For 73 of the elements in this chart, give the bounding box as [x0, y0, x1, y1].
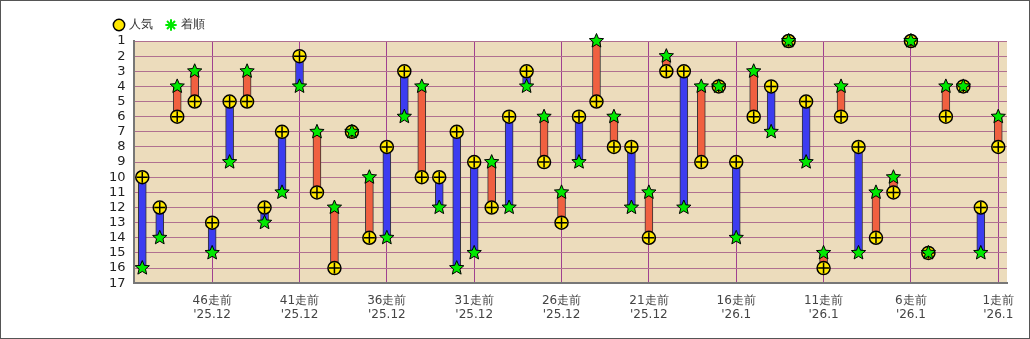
- point: [553, 184, 570, 199]
- y-tick-label: 5: [117, 92, 126, 108]
- point: [466, 244, 482, 260]
- point: [449, 260, 465, 275]
- point: [221, 154, 238, 169]
- y-tick-label: 3: [117, 62, 126, 78]
- point: [134, 260, 150, 275]
- x-tick-label: 6走前 '26.1: [895, 292, 927, 321]
- point: [833, 78, 849, 93]
- point: [885, 169, 902, 184]
- point: [256, 214, 273, 230]
- y-tick-label: 10: [109, 168, 126, 184]
- y-tick-label: 12: [109, 198, 126, 214]
- point: [973, 244, 989, 260]
- point: [641, 184, 657, 199]
- x-tick-label: 31走前 '25.12: [454, 292, 494, 321]
- point: [501, 199, 517, 215]
- point: [326, 199, 343, 215]
- point: [676, 199, 692, 215]
- point: [414, 78, 430, 93]
- point: [850, 244, 867, 260]
- y-tick-label: 16: [109, 259, 126, 275]
- x-tick-label: 1走前 '26.1: [982, 292, 1015, 321]
- x-tick-label: 46走前 '25.12: [192, 292, 232, 321]
- y-tick-label: 13: [109, 214, 126, 230]
- point: [658, 48, 674, 63]
- point: [274, 184, 290, 199]
- point: [588, 33, 605, 48]
- y-tick-label: 17: [109, 274, 126, 290]
- point: [187, 63, 203, 78]
- point: [623, 199, 640, 215]
- point: [536, 108, 552, 124]
- x-tick-label: 16走前 '26.1: [716, 292, 756, 321]
- legend-label: 着順: [181, 17, 205, 32]
- point: [693, 78, 709, 93]
- point: [396, 108, 412, 124]
- y-tick-label: 14: [109, 229, 126, 245]
- point: [204, 244, 220, 260]
- point: [169, 78, 185, 93]
- point: [239, 63, 255, 78]
- y-tick-label: 1: [117, 32, 126, 48]
- x-tick-label: 21走前 '25.12: [629, 292, 669, 321]
- point: [571, 154, 587, 169]
- y-tick-label: 9: [117, 153, 126, 169]
- point: [152, 229, 168, 245]
- y-tick-label: 15: [109, 244, 126, 260]
- y-tick-label: 7: [117, 123, 126, 139]
- point: [518, 78, 535, 93]
- point: [938, 78, 954, 93]
- y-tick-label: 6: [117, 108, 126, 124]
- point: [484, 154, 500, 169]
- y-tick-label: 11: [109, 183, 126, 199]
- point: [868, 184, 884, 199]
- y-tick-label: 2: [117, 47, 126, 63]
- point: [763, 123, 779, 139]
- point: [361, 169, 378, 184]
- point: [606, 108, 622, 124]
- point: [798, 154, 814, 169]
- point: [990, 108, 1006, 124]
- point: [379, 229, 395, 245]
- x-tick-label: 11走前 '26.1: [803, 292, 844, 321]
- point: [309, 123, 325, 139]
- point: [728, 229, 744, 245]
- y-tick-label: 4: [117, 77, 126, 93]
- point: [431, 199, 447, 215]
- legend-label: 人気: [129, 17, 153, 32]
- x-tick-label: 41走前 '25.12: [279, 292, 320, 321]
- x-tick-label: 26走前 '25.12: [541, 292, 582, 321]
- y-tick-label: 8: [117, 138, 126, 154]
- point: [746, 63, 762, 78]
- point: [815, 244, 832, 260]
- x-tick-label: 36走前 '25.12: [367, 292, 407, 321]
- point: [291, 78, 308, 93]
